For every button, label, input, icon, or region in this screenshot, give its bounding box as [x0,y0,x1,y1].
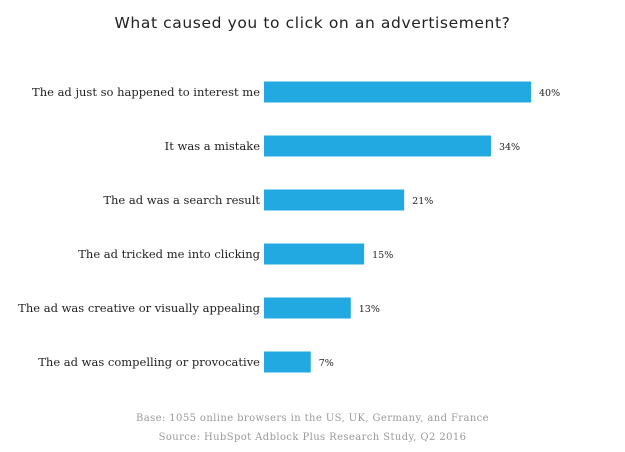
category-label: The ad was a search result [103,193,260,207]
bar [264,189,405,211]
bar [264,243,365,265]
value-label: 40% [539,88,560,99]
value-label: 13% [359,304,380,315]
value-label: 15% [372,250,393,261]
value-label: 34% [499,142,520,153]
category-label: The ad just so happened to interest me [32,85,260,99]
bar [264,81,531,103]
source-footnote: Source: HubSpot Adblock Plus Research St… [158,432,467,443]
value-label: 7% [319,358,334,369]
base-footnote: Base: 1055 online browsers in the US, UK… [135,413,489,424]
bar [264,297,351,319]
category-label: The ad was creative or visually appealin… [18,301,260,315]
bar [264,135,491,157]
category-label: The ad tricked me into clicking [78,247,260,261]
category-label: The ad was compelling or provocative [38,355,260,369]
chart-title: What caused you to click on an advertise… [114,14,511,32]
category-label: It was a mistake [165,139,261,153]
bar [264,351,311,373]
value-label: 21% [412,196,433,207]
